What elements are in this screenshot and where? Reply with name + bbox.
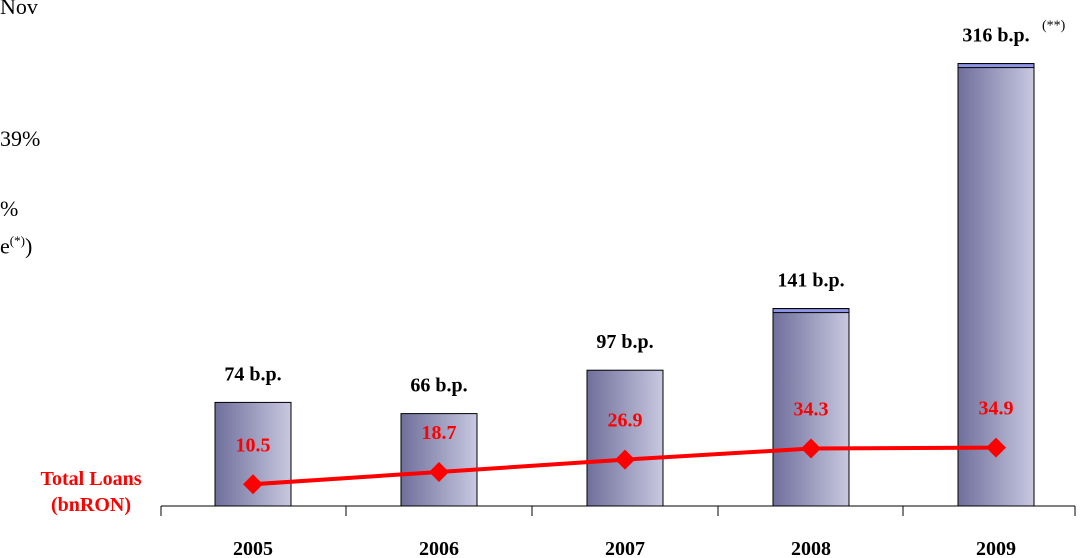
bar-label-2005: 74 b.p. bbox=[224, 363, 281, 385]
bar-2007 bbox=[586, 369, 664, 507]
line-marker-2007 bbox=[615, 449, 635, 470]
bar-label-sup-2009: (**) bbox=[1042, 19, 1066, 34]
x-tick-label-2007: 2007 bbox=[605, 538, 645, 558]
line-marker-2008 bbox=[801, 438, 821, 459]
bar-2006 bbox=[400, 413, 478, 507]
bar-label-2007: 97 b.p. bbox=[596, 331, 653, 353]
x-tick-label-2005: 2005 bbox=[233, 538, 273, 558]
line-label-2006: 18.7 bbox=[422, 422, 457, 444]
series-label-line2: (bnRON) bbox=[50, 494, 131, 516]
side-text-footnote-letter: e bbox=[0, 233, 10, 259]
side-text-percent: % bbox=[0, 196, 19, 221]
side-text-39-percent: 39% bbox=[0, 126, 41, 151]
line-label-2005: 10.5 bbox=[236, 434, 271, 456]
line-marker-2005 bbox=[243, 474, 263, 495]
series-label-line1: Total Loans bbox=[40, 468, 142, 490]
bar-2008 bbox=[772, 308, 850, 507]
x-tick-label-2009: 2009 bbox=[976, 538, 1016, 558]
bar-2009 bbox=[957, 63, 1035, 507]
x-tick-label-2008: 2008 bbox=[791, 538, 831, 558]
side-text-nov: Nov bbox=[0, 0, 38, 19]
bar-label-2008: 141 b.p. bbox=[777, 270, 844, 292]
bar-label-2009: 316 b.p. bbox=[962, 25, 1029, 47]
series-label-total-loans: Total Loans (bnRON) bbox=[14, 466, 168, 518]
side-text-footnote-close: ) bbox=[24, 233, 33, 259]
x-tick-label-2006: 2006 bbox=[419, 538, 459, 558]
bar-cap-2008 bbox=[772, 308, 850, 314]
side-text-footnote: e(*)) bbox=[0, 233, 32, 259]
line-label-2007: 26.9 bbox=[608, 410, 643, 432]
line-label-2008: 34.3 bbox=[794, 399, 829, 421]
line-marker-2006 bbox=[429, 461, 449, 482]
side-text-footnote-sup: (*) bbox=[9, 233, 25, 248]
line-label-2009: 34.9 bbox=[979, 398, 1014, 420]
line-marker-2009 bbox=[986, 437, 1006, 458]
bar-label-2006: 66 b.p. bbox=[410, 375, 467, 397]
bar-cap-2009 bbox=[957, 63, 1035, 69]
